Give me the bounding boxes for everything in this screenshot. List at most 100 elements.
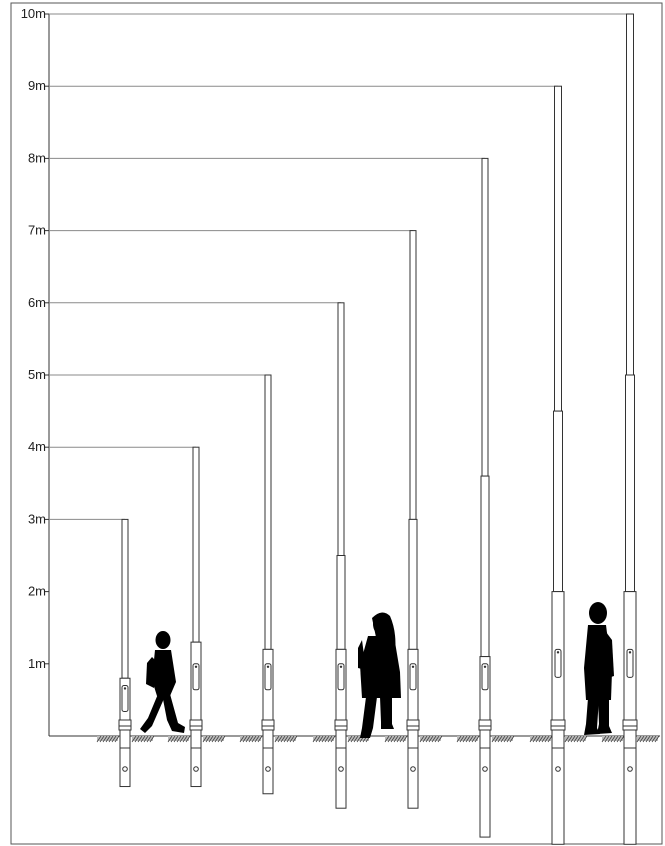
person-leg [140,694,166,733]
y-tick-label: 7m [28,223,46,238]
pole-upper-shaft [626,13,634,376]
pole-root [119,729,131,788]
hatch-stroke [347,735,353,743]
ground-hatch-fill [530,736,551,741]
access-door [481,663,489,691]
person-body [584,625,612,700]
pole-middle-shaft [336,555,346,650]
pole-flange [189,719,203,731]
pole-shaft [264,374,272,650]
pole-4m [189,446,203,788]
door-lock [266,665,270,668]
hatch-stroke [474,735,480,743]
hatch-stroke [149,735,155,743]
hatch-stroke [544,735,550,743]
hatch-stroke [535,735,541,743]
ground-hatch [96,735,155,743]
y-tick-label: 3m [28,511,46,526]
hatch-stroke [257,735,263,743]
ground-hatch-fill [275,736,296,741]
hatch-stroke [283,735,289,743]
pole-root [551,729,565,845]
hatch-stroke [491,735,497,743]
hatch-stroke [494,735,500,743]
hatch-stroke [428,735,434,743]
hatch-stroke [393,735,399,743]
ground-hatch-fill [457,736,478,741]
cable-entry-hole [482,766,488,772]
y-tick-label: 4m [28,439,46,454]
person-adult-standing [584,602,614,735]
hatch-stroke [582,735,588,743]
door-lock [339,665,343,668]
door-lock [123,687,127,690]
pole-shaft [121,518,129,679]
door-lock [556,651,560,654]
hatch-stroke [312,735,318,743]
ground-hatch-fill [168,736,189,741]
y-tick-label: 8m [28,150,46,165]
hatch-stroke [182,735,188,743]
hatch-stroke [619,735,625,743]
ground-hatch-fill [385,736,406,741]
hatch-stroke [179,735,185,743]
ground-hatch-fill [313,736,334,741]
hatch-stroke [437,735,443,743]
y-tick-label: 2m [28,584,46,599]
hatch-stroke [202,735,208,743]
pole-7m [406,230,420,809]
hatch-stroke [245,735,251,743]
pole-flange [334,719,348,731]
hatch-stroke [564,735,570,743]
pole-flange [550,719,566,731]
pole-middle-shaft [553,410,563,593]
ground-hatch-fill [203,736,224,741]
pole-flange [261,719,275,731]
pole-3m [118,518,132,788]
pole-upper-shaft [409,230,417,520]
hatch-stroke [242,735,248,743]
hatch-stroke [431,735,437,743]
y-tick-label: 5m [28,367,46,382]
hatch-stroke [248,735,254,743]
hatch-stroke [654,735,660,743]
hatch-stroke [350,735,356,743]
cable-entry-hole [627,766,633,772]
y-tick-label: 9m [28,78,46,93]
access-door [554,648,562,678]
hatch-stroke [330,735,336,743]
hatch-stroke [251,735,257,743]
hatch-stroke [610,735,616,743]
hatch-stroke [292,735,298,743]
pole-9m [550,85,566,845]
pole-8m [478,157,492,838]
hatch-stroke [601,735,607,743]
ground-hatch-fill [132,736,153,741]
hatch-stroke [254,735,260,743]
hatch-stroke [324,735,330,743]
access-door [626,648,634,678]
height-guide-lines [49,13,630,520]
hatch-stroke [456,735,462,743]
door-lock [411,665,415,668]
hatch-stroke [321,735,327,743]
access-door [337,663,345,691]
pole-upper-shaft [481,157,489,477]
hatch-stroke [170,735,176,743]
pole-root [623,729,637,845]
y-tick-label: 10m [21,6,46,21]
person-head [373,613,389,635]
ground-hatch-fill [420,736,441,741]
ground-hatch-fill [240,736,261,741]
person-leg [380,697,394,729]
hatch-stroke [651,735,657,743]
hatch-stroke [140,735,146,743]
y-tick-label: 6m [28,295,46,310]
pole-flange [478,719,492,731]
cable-entry-hole [122,766,128,772]
hatch-stroke [419,735,425,743]
ground-hatch-fill [492,736,513,741]
access-door [192,663,200,691]
hatch-stroke [570,735,576,743]
hatch-stroke [573,735,579,743]
